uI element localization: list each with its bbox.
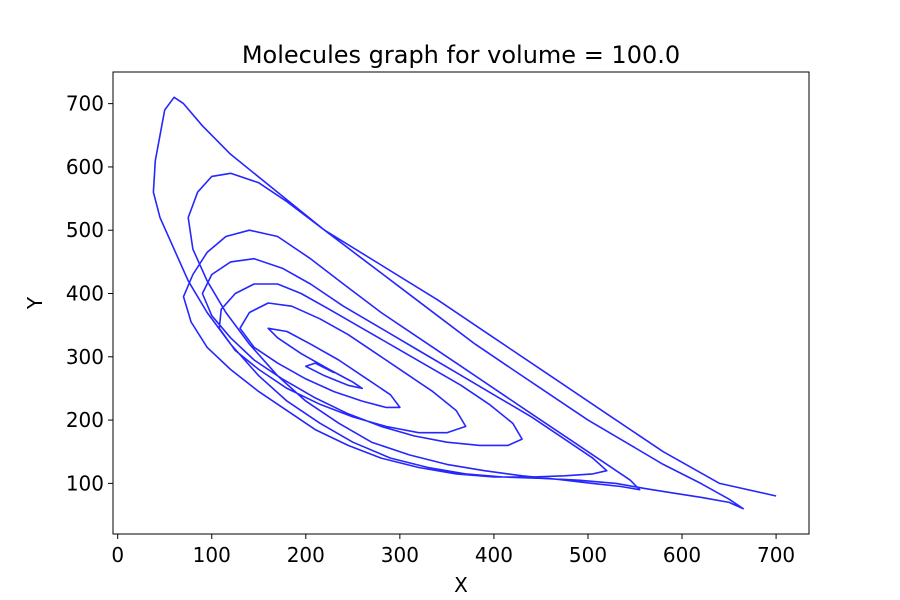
- y-tick-label: 500: [66, 218, 104, 242]
- y-tick-label: 400: [66, 282, 104, 306]
- x-tick-label: 0: [111, 543, 124, 567]
- y-tick-label: 600: [66, 155, 104, 179]
- x-tick-label: 100: [193, 543, 231, 567]
- x-tick-label: 200: [287, 543, 325, 567]
- x-tick-label: 400: [475, 543, 513, 567]
- x-tick-label: 500: [569, 543, 607, 567]
- y-axis-label: Y: [23, 296, 47, 310]
- x-tick-label: 600: [663, 543, 701, 567]
- chart-title: Molecules graph for volume = 100.0: [242, 41, 680, 69]
- x-axis: 0 100 200 300 400 500 600 700: [111, 534, 795, 567]
- x-tick-label: 700: [757, 543, 795, 567]
- x-tick-label: 300: [381, 543, 419, 567]
- y-tick-label: 200: [66, 408, 104, 432]
- x-axis-label: X: [454, 573, 468, 597]
- y-tick-label: 100: [66, 471, 104, 495]
- data-layer: [152, 96, 777, 510]
- y-tick-label: 300: [66, 345, 104, 369]
- y-tick-label: 700: [66, 92, 104, 116]
- series-line-0: [152, 96, 777, 510]
- plot-frame: [112, 71, 810, 535]
- y-axis: 100 200 300 400 500 600 700: [66, 92, 113, 495]
